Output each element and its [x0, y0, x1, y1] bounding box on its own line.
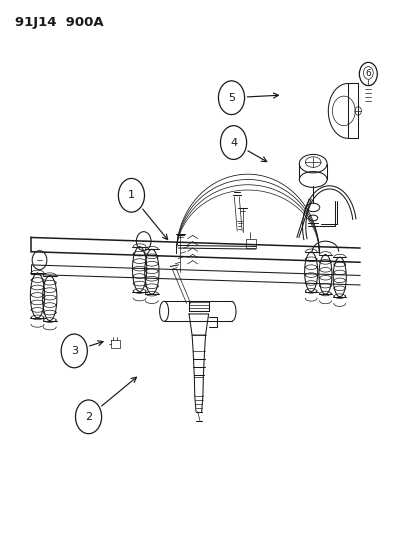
Text: 3: 3: [71, 346, 78, 356]
Text: 6: 6: [365, 69, 370, 78]
Text: 91J14  900A: 91J14 900A: [15, 16, 103, 29]
Text: 4: 4: [230, 138, 237, 148]
Text: 5: 5: [228, 93, 235, 103]
Text: 2: 2: [85, 412, 92, 422]
Text: 1: 1: [128, 190, 135, 200]
